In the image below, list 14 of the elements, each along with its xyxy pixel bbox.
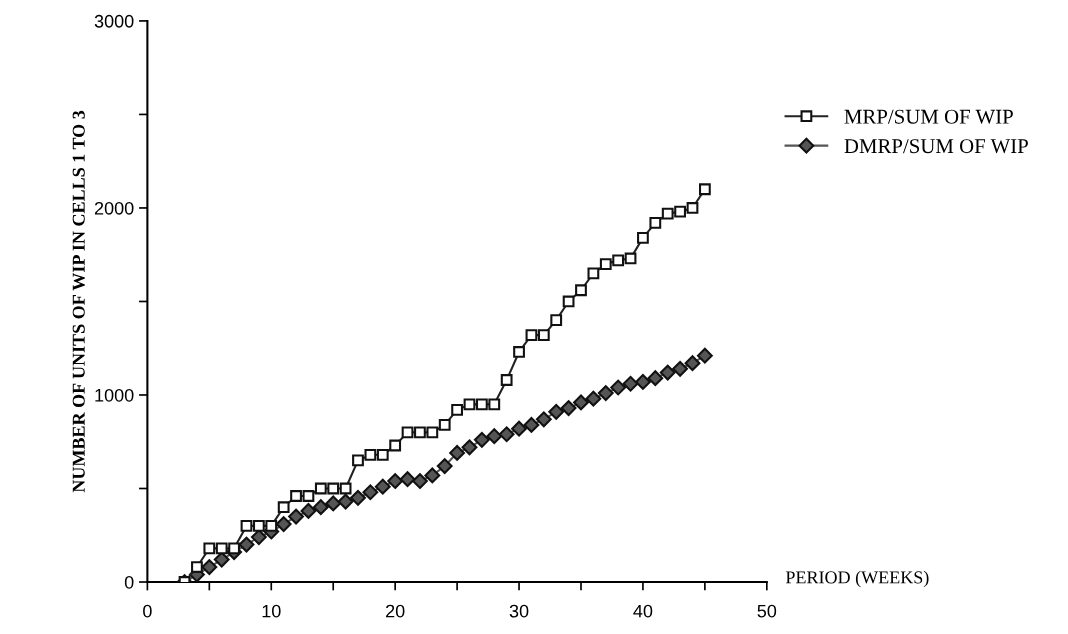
y-tick-label: 1000 xyxy=(95,388,134,402)
x-tick-label: 0 xyxy=(143,604,152,618)
legend-label: DMRP/SUM OF WIP xyxy=(844,139,1028,154)
x-tick-label: 40 xyxy=(633,604,653,618)
y-axis-title: NUMBER OF UNITS OF WIP IN CELLS 1 TO 3 xyxy=(72,110,85,493)
x-tick-label: 10 xyxy=(262,604,281,618)
y-tick-label: 3000 xyxy=(94,14,134,28)
x-axis-title: PERIOD (WEEKS) xyxy=(785,570,929,588)
legend-label: MRP/SUM OF WIP xyxy=(844,109,1013,124)
y-tick-label: 2000 xyxy=(94,201,134,215)
x-tick-label: 30 xyxy=(509,604,529,618)
y-tick-label: 0 xyxy=(124,575,134,589)
x-tick-label: 20 xyxy=(386,604,405,618)
x-tick-label: 50 xyxy=(757,604,777,618)
